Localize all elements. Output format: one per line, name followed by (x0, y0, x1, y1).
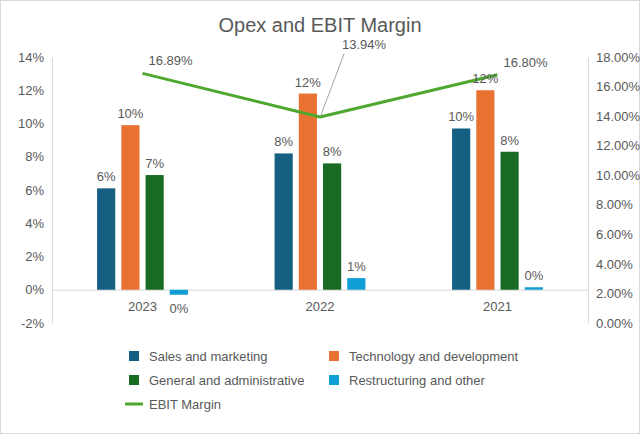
bar (452, 128, 470, 289)
bar (97, 188, 115, 289)
bar (299, 94, 317, 290)
y2-tick: 6.00% (588, 227, 633, 242)
x-tick-label: 2023 (128, 299, 157, 314)
x-tick-label: 2022 (306, 299, 335, 314)
data-label: 16.89% (149, 53, 194, 68)
data-label: 1% (347, 259, 366, 274)
legend: Sales and marketing Technology and develo… (125, 349, 519, 412)
y2-tick-label: 6.00% (596, 227, 633, 242)
data-label: 7% (145, 156, 164, 171)
y-tick-label: 14% (18, 50, 44, 65)
line (143, 73, 498, 117)
y2-axis: 0.00% 2.00% 4.00% 6.00% 8.00% 10.00% 12.00% 14.… (588, 50, 640, 331)
data-label: 8% (274, 134, 293, 149)
y-axis-line (52, 58, 53, 324)
bar (525, 287, 543, 289)
y-tick: 14% (18, 50, 52, 65)
data-label: 8% (500, 133, 519, 148)
y2-tick: 10.00% (588, 168, 640, 183)
bar (146, 175, 164, 290)
bar (323, 163, 341, 289)
y-tick: 12% (18, 83, 52, 98)
bar (476, 90, 494, 290)
leader-line (321, 54, 344, 115)
y2-tick: 0.00% (588, 316, 633, 331)
y2-tick: 4.00% (588, 257, 633, 272)
y2-tick-label: 16.00% (596, 79, 640, 94)
x-axis-line (53, 290, 589, 291)
legend-label: General and administrative (149, 373, 304, 388)
y2-tick: 8.00% (588, 197, 633, 212)
legend-label: Sales and marketing (149, 349, 268, 364)
data-labels: 6% 8% 10% 10% 12% 12% 7% 8% 8% 0% 1% 0% 16.89% 13.94%… (97, 37, 548, 316)
bar (170, 290, 188, 295)
data-label: 0% (169, 301, 188, 316)
legend-key (125, 403, 143, 406)
data-label: 16.80% (503, 55, 548, 70)
y2-tick-label: 0.00% (596, 316, 633, 331)
y-tick: 6% (25, 183, 52, 198)
chart-background (1, 1, 640, 434)
y-tick: 0% (25, 282, 52, 297)
x-tick-label: 2021 (483, 299, 512, 314)
y2-tick: 16.00% (588, 79, 640, 94)
data-label: 10% (448, 109, 474, 124)
data-label: 0% (524, 268, 543, 283)
y-tick: -2% (21, 316, 52, 331)
x-tick: 2021 (483, 290, 512, 314)
y2-tick: 18.00% (588, 50, 640, 65)
y-tick-label: 12% (18, 83, 44, 98)
legend-key (329, 375, 339, 385)
y2-tick-label: 14.00% (596, 109, 640, 124)
y-tick-label: 0% (25, 282, 44, 297)
y-tick: 2% (25, 249, 52, 264)
legend-label: Technology and development (349, 349, 519, 364)
legend-key (129, 375, 139, 385)
y2-tick-label: 18.00% (596, 50, 640, 65)
y2-tick-label: 12.00% (596, 138, 640, 153)
data-label: 8% (323, 144, 342, 159)
y2-tick: 14.00% (588, 109, 640, 124)
legend-key (129, 351, 139, 361)
bar (275, 153, 293, 289)
data-label: 6% (97, 169, 116, 184)
chart: Opex and EBIT Margin -2% 0% 2% 4% 6% 8% 10% 12% 1… (0, 0, 640, 434)
y-tick-label: 8% (25, 149, 44, 164)
x-tick: 2023 (128, 290, 157, 314)
data-label: 12% (472, 71, 498, 86)
y-tick: 8% (25, 149, 52, 164)
y2-tick-label: 4.00% (596, 257, 633, 272)
y-axis: -2% 0% 2% 4% 6% 8% 10% 12% 14% (18, 50, 53, 331)
data-label: 12% (295, 75, 321, 90)
y-tick-label: 10% (18, 116, 44, 131)
bar (347, 278, 365, 290)
x-tick: 2022 (306, 290, 335, 314)
y-tick-label: 6% (25, 183, 44, 198)
y-tick-label: 4% (25, 216, 44, 231)
data-label: 13.94% (342, 37, 387, 52)
legend-key (329, 351, 339, 361)
data-label: 10% (117, 106, 143, 121)
y-tick-label: 2% (25, 249, 44, 264)
bar (121, 125, 139, 290)
y-tick-label: -2% (21, 316, 45, 331)
plot-area (97, 73, 543, 294)
x-axis: 2023 2022 2021 (53, 290, 589, 314)
legend-label: EBIT Margin (149, 397, 221, 412)
y2-tick: 2.00% (588, 286, 633, 301)
y2-tick-label: 2.00% (596, 286, 633, 301)
y-tick: 4% (25, 216, 52, 231)
y2-tick: 12.00% (588, 138, 640, 153)
bar (501, 152, 519, 290)
y2-axis-line (588, 58, 589, 324)
y2-tick-label: 10.00% (596, 168, 640, 183)
legend-label: Restructuring and other (349, 373, 486, 388)
y-tick: 10% (18, 116, 52, 131)
y2-tick-label: 8.00% (596, 197, 633, 212)
title: Opex and EBIT Margin (218, 14, 421, 36)
